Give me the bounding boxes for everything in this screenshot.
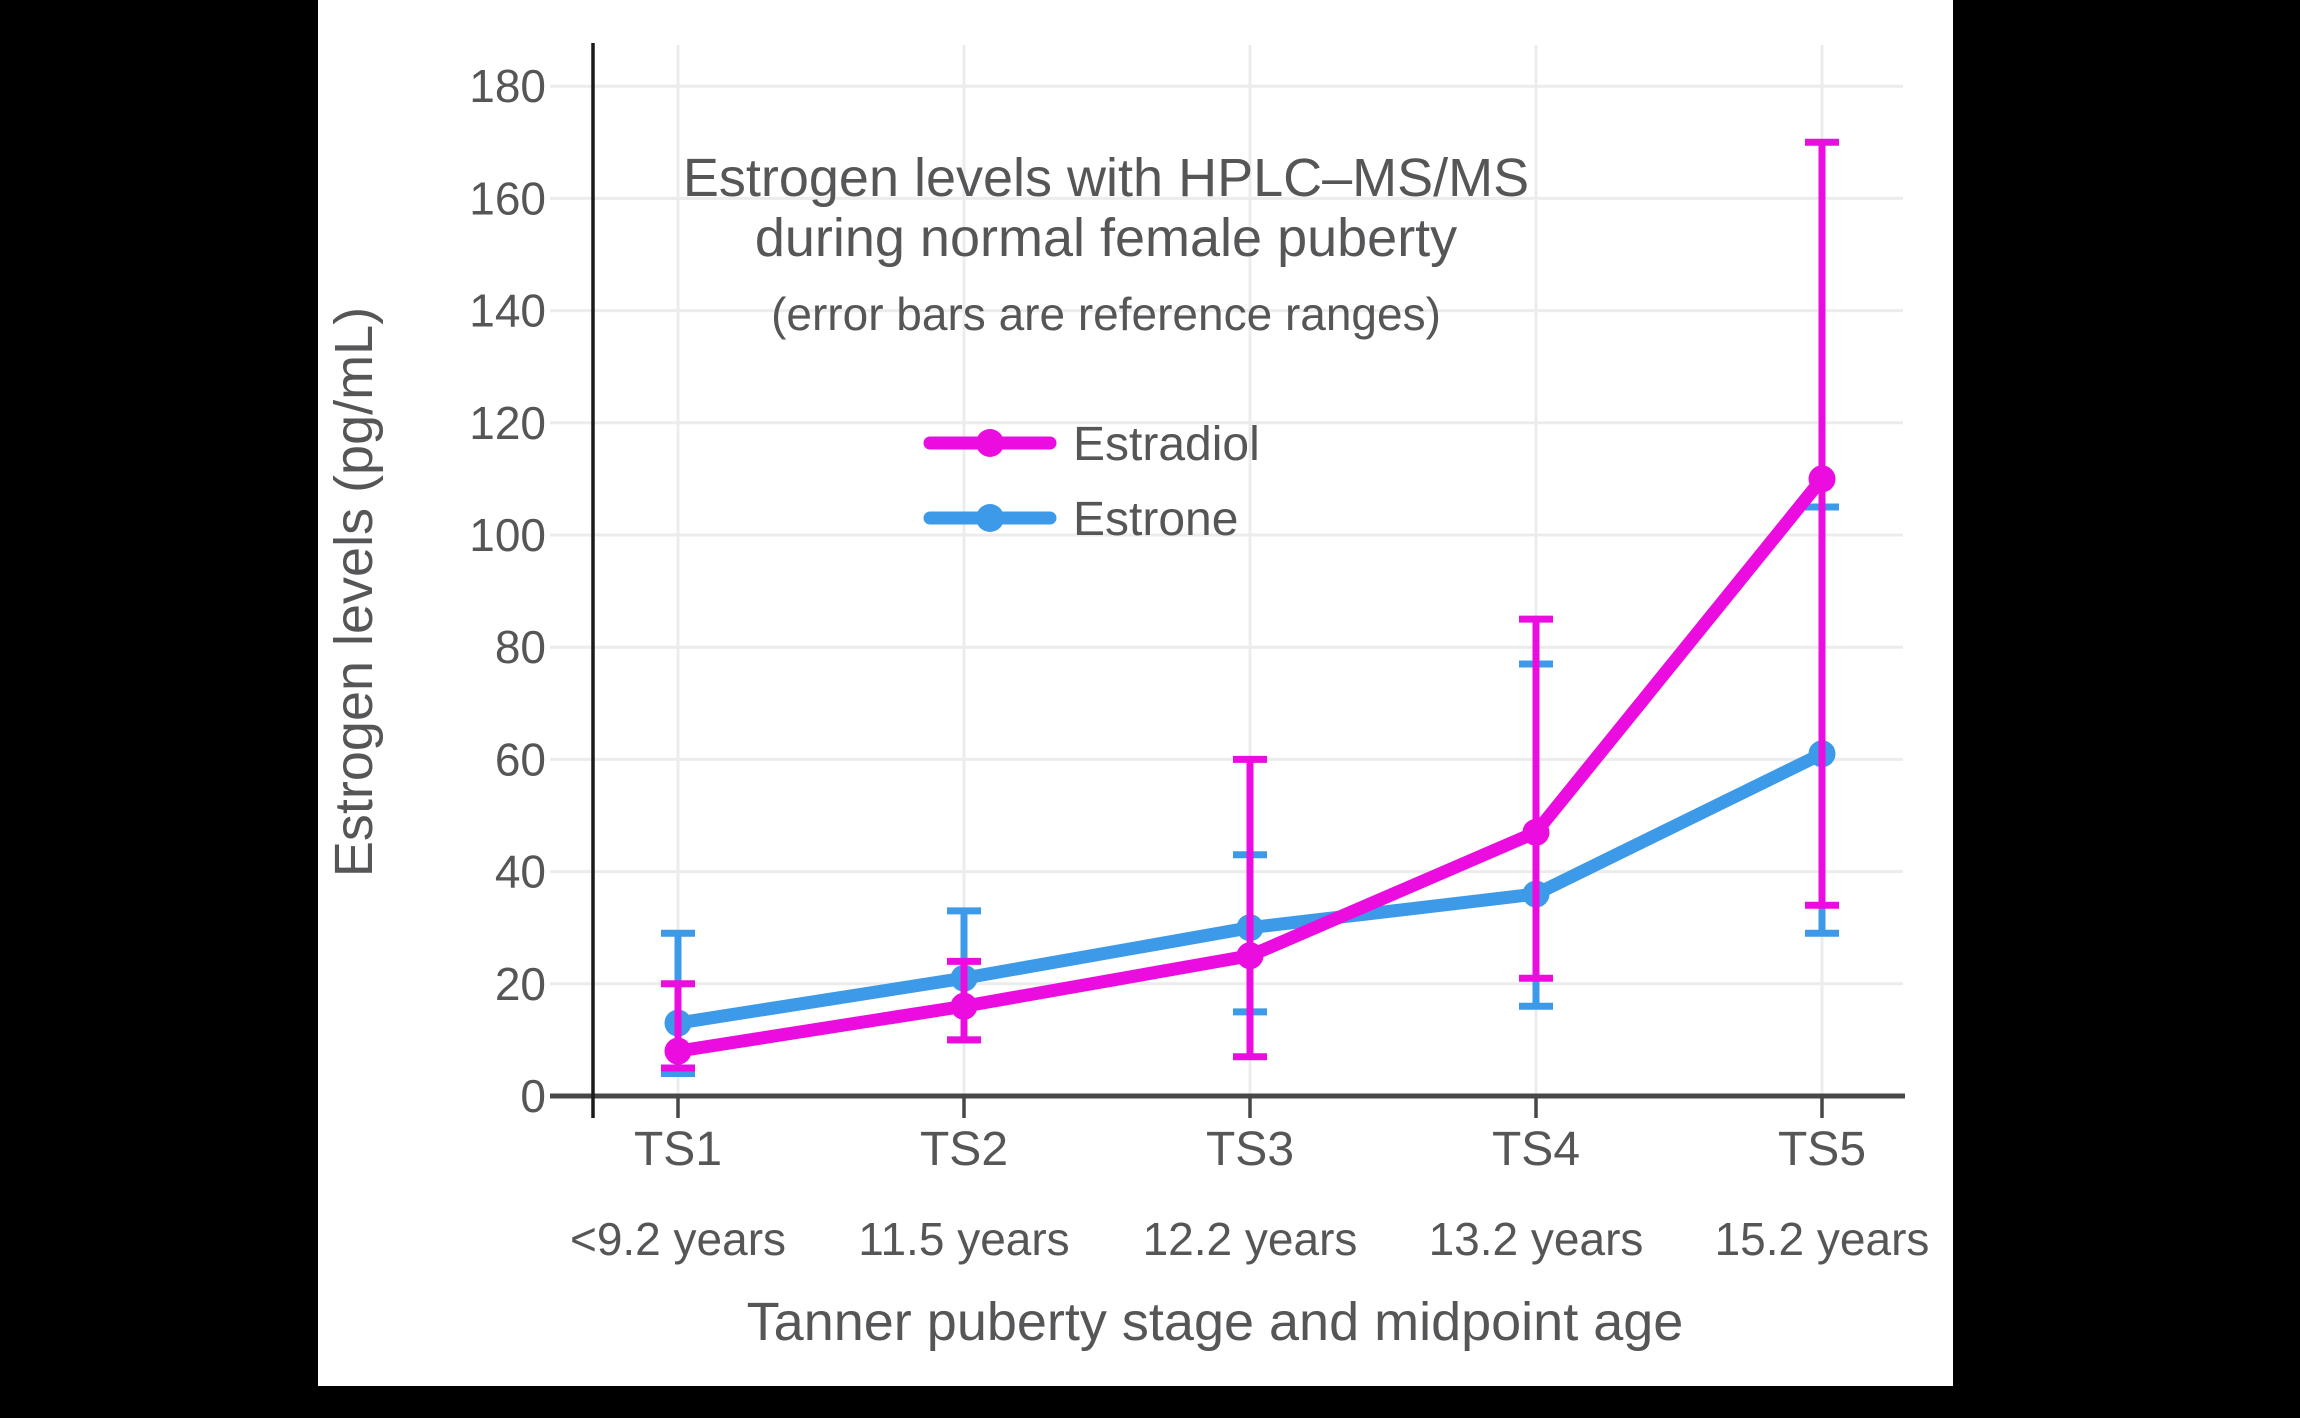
x-tick-label: TS3 — [1206, 1123, 1294, 1176]
data-point-estradiol — [950, 992, 978, 1020]
x-axis-label: Tanner puberty stage and midpoint age — [747, 1292, 1684, 1352]
chart-background — [318, 0, 1953, 1386]
y-tick-label: 40 — [495, 846, 546, 898]
legend-label-estrone: Estrone — [1073, 493, 1238, 546]
y-tick-label: 0 — [520, 1070, 546, 1122]
y-tick-label: 100 — [469, 509, 546, 561]
x-tick-label: TS5 — [1778, 1123, 1866, 1176]
y-tick-label: 160 — [469, 172, 546, 224]
legend-marker-estradiol — [976, 429, 1004, 457]
y-tick-label: 180 — [469, 60, 546, 112]
data-point-estradiol — [1522, 818, 1550, 846]
y-tick-label: 80 — [495, 621, 546, 673]
y-axis-label: Estrogen levels (pg/mL) — [324, 307, 384, 877]
legend-label-estradiol: Estradiol — [1073, 418, 1260, 471]
x-sublabel: 11.5 years — [858, 1213, 1069, 1265]
chart-subtitle: (error bars are reference ranges) — [771, 288, 1441, 340]
data-point-estradiol — [1236, 942, 1264, 970]
x-tick-label: TS1 — [634, 1123, 722, 1176]
data-point-estradiol — [664, 1037, 692, 1065]
x-tick-label: TS4 — [1492, 1123, 1580, 1176]
x-sublabel: 15.2 years — [1715, 1213, 1930, 1265]
x-tick-label: TS2 — [920, 1123, 1008, 1176]
legend-marker-estrone — [976, 504, 1004, 532]
x-sublabel: 12.2 years — [1143, 1213, 1358, 1265]
x-sublabel: <9.2 years — [570, 1213, 786, 1265]
y-tick-label: 60 — [495, 733, 546, 785]
chart-title-line2: during normal female puberty — [755, 208, 1457, 268]
x-sublabel: 13.2 years — [1429, 1213, 1644, 1265]
y-tick-label: 120 — [469, 397, 546, 449]
y-tick-label: 140 — [469, 285, 546, 337]
y-tick-label: 20 — [495, 958, 546, 1010]
data-point-estradiol — [1808, 465, 1836, 493]
chart-title-line1: Estrogen levels with HPLC–MS/MS — [683, 148, 1529, 208]
